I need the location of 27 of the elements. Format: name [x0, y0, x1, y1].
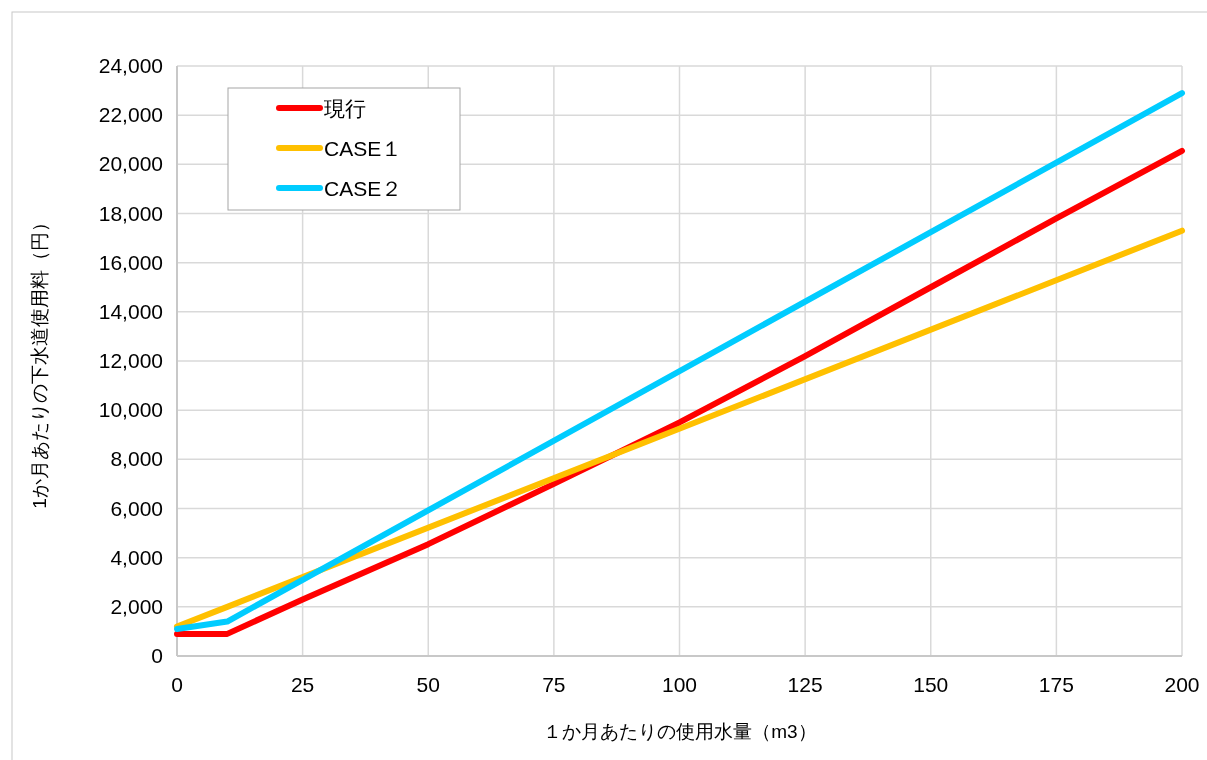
- x-tick-label: 0: [171, 673, 183, 696]
- x-tick-label: 200: [1164, 673, 1200, 696]
- y-tick-label: 24,000: [98, 54, 163, 77]
- legend-label: CASE１: [324, 137, 403, 160]
- y-tick-label: 14,000: [98, 299, 163, 323]
- y-tick-label: 18,000: [98, 201, 163, 225]
- x-tick-label: 125: [787, 673, 823, 696]
- y-tick-label: 6,000: [110, 496, 163, 520]
- x-tick-label: 150: [913, 673, 949, 696]
- x-tick-label: 100: [661, 673, 698, 696]
- y-axis-title: 1か月あたりの下水道使用料（円）: [29, 213, 50, 509]
- y-tick-label: 2,000: [110, 594, 163, 618]
- x-tick-label: 175: [1038, 673, 1074, 696]
- y-tick-label: 0: [151, 644, 163, 667]
- x-tick-label: 75: [542, 673, 566, 696]
- y-tick-label: 4,000: [110, 545, 163, 569]
- y-tick-label: 22,000: [98, 103, 163, 127]
- y-tick-label: 16,000: [98, 250, 163, 274]
- legend-label: 現行: [324, 97, 366, 120]
- x-tick-label: 25: [290, 673, 315, 696]
- x-axis-title: １か月あたりの使用水量（m3）: [543, 721, 817, 742]
- y-tick-label: 20,000: [98, 152, 163, 176]
- y-tick-label: 10,000: [98, 398, 163, 422]
- x-tick-label: 50: [416, 673, 440, 696]
- legend-label: CASE２: [324, 177, 403, 200]
- y-tick-label: 8,000: [110, 447, 163, 471]
- y-tick-label: 12,000: [98, 349, 163, 372]
